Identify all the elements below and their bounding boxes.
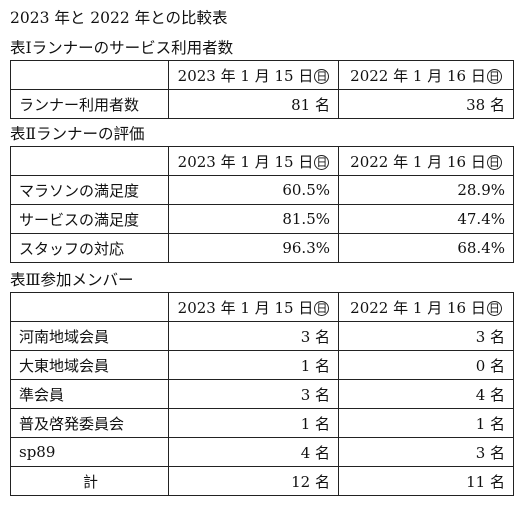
total-label: 計	[10, 466, 169, 496]
table-row: 普及啓発委員会 1 名 1 名	[10, 408, 514, 438]
document-title: 2023 年と 2022 年との比較表	[10, 9, 228, 27]
table2-runner-evaluation: 2023 年 1 月 15 日日 2022 年 1 月 16 日日 マラソンの満…	[10, 146, 514, 263]
value-2022: 3 名	[338, 321, 514, 351]
table-row: ランナー利用者数 81 名 38 名	[10, 89, 514, 119]
date-2022-text: 2022 年 1 月 16 日	[350, 66, 486, 85]
day-2023-circled: 日	[314, 154, 330, 170]
table3-header-row: 2023 年 1 月 15 日日 2022 年 1 月 16 日日	[10, 292, 514, 322]
table-row: マラソンの満足度 60.5% 28.9%	[10, 175, 514, 205]
table-row: サービスの満足度 81.5% 47.4%	[10, 204, 514, 234]
value-2022: 4 名	[338, 379, 514, 409]
table-row: sp89 4 名 3 名	[10, 437, 514, 467]
table-row: 準会員 3 名 4 名	[10, 379, 514, 409]
table3-participants: 2023 年 1 月 15 日日 2022 年 1 月 16 日日 河南地域会員…	[10, 292, 514, 496]
day-2022-circled: 日	[486, 300, 502, 316]
row-label: sp89	[10, 437, 169, 467]
day-2023-circled: 日	[314, 300, 330, 316]
value-2023: 1 名	[168, 350, 339, 380]
day-2022-circled: 日	[486, 68, 502, 84]
value-2023: 81.5%	[168, 204, 339, 234]
table2-header-row: 2023 年 1 月 15 日日 2022 年 1 月 16 日日	[10, 146, 514, 176]
total-2022: 11 名	[338, 466, 514, 496]
value-2022: 38 名	[338, 89, 514, 119]
table2-caption: 表Ⅱランナーの評価	[10, 125, 145, 143]
row-label: サービスの満足度	[10, 204, 169, 234]
total-row: 計 12 名 11 名	[10, 466, 514, 496]
value-2023: 3 名	[168, 379, 339, 409]
row-label: ランナー利用者数	[10, 89, 169, 119]
table-row: 河南地域会員 3 名 3 名	[10, 321, 514, 351]
table3-header-blank	[10, 292, 169, 322]
table3-header-2023: 2023 年 1 月 15 日日	[168, 292, 339, 322]
day-2023-circled: 日	[314, 68, 330, 84]
table2-header-2022: 2022 年 1 月 16 日日	[338, 146, 514, 176]
table1-header-blank	[10, 60, 169, 90]
table3-caption: 表Ⅲ参加メンバー	[10, 271, 134, 289]
row-label: 準会員	[10, 379, 169, 409]
table3-header-2022: 2022 年 1 月 16 日日	[338, 292, 514, 322]
table-row: スタッフの対応 96.3% 68.4%	[10, 233, 514, 263]
table-row: 大東地域会員 1 名 0 名	[10, 350, 514, 380]
row-label: マラソンの満足度	[10, 175, 169, 205]
row-label: 河南地域会員	[10, 321, 169, 351]
date-2023-text: 2023 年 1 月 15 日	[177, 152, 314, 171]
table1-caption: 表Ⅰランナーのサービス利用者数	[10, 39, 234, 57]
value-2023: 3 名	[168, 321, 339, 351]
row-label: 普及啓発委員会	[10, 408, 169, 438]
value-2023: 96.3%	[168, 233, 339, 263]
value-2022: 0 名	[338, 350, 514, 380]
row-label: 大東地域会員	[10, 350, 169, 380]
table2-header-blank	[10, 146, 169, 176]
date-2022-text: 2022 年 1 月 16 日	[350, 152, 486, 171]
total-2023: 12 名	[168, 466, 339, 496]
value-2022: 1 名	[338, 408, 514, 438]
date-2023-text: 2023 年 1 月 15 日	[177, 298, 314, 317]
value-2022: 28.9%	[338, 175, 514, 205]
date-2023-text: 2023 年 1 月 15 日	[177, 66, 314, 85]
table1-runner-users: 2023 年 1 月 15 日日 2022 年 1 月 16 日日 ランナー利用…	[10, 60, 514, 119]
date-2022-text: 2022 年 1 月 16 日	[350, 298, 486, 317]
day-2022-circled: 日	[486, 154, 502, 170]
table1-header-row: 2023 年 1 月 15 日日 2022 年 1 月 16 日日	[10, 60, 514, 90]
value-2023: 60.5%	[168, 175, 339, 205]
table1-header-2022: 2022 年 1 月 16 日日	[338, 60, 514, 90]
value-2023: 1 名	[168, 408, 339, 438]
value-2022: 47.4%	[338, 204, 514, 234]
row-label: スタッフの対応	[10, 233, 169, 263]
value-2023: 4 名	[168, 437, 339, 467]
value-2022: 68.4%	[338, 233, 514, 263]
table2-header-2023: 2023 年 1 月 15 日日	[168, 146, 339, 176]
value-2023: 81 名	[168, 89, 339, 119]
value-2022: 3 名	[338, 437, 514, 467]
table1-header-2023: 2023 年 1 月 15 日日	[168, 60, 339, 90]
